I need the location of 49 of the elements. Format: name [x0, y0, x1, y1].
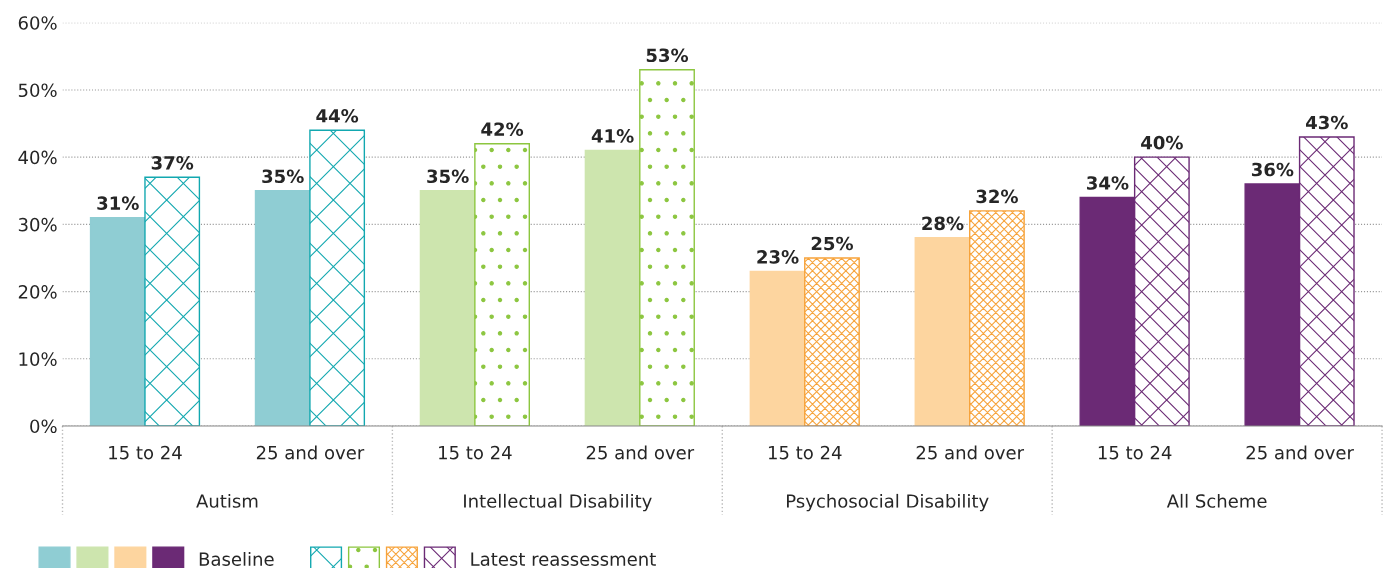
text: Psychosocial Disability	[787, 493, 989, 512]
text: 23%	[757, 250, 799, 264]
text: 35%	[262, 169, 304, 184]
bar	[804, 257, 860, 426]
y-tick-label: 20%	[18, 285, 57, 299]
text: 44%	[316, 108, 359, 123]
x-tick-label: 15 to 24	[1098, 445, 1172, 460]
bar	[639, 69, 695, 426]
text: 31%	[97, 196, 139, 210]
text: Autism	[196, 493, 258, 508]
bar	[144, 176, 201, 426]
legend-label: Baseline	[199, 551, 274, 566]
bar	[584, 149, 641, 426]
bar	[969, 210, 1025, 426]
y-tick-label: 10%	[19, 352, 57, 366]
text: 35%	[427, 169, 469, 184]
x-tick-label: 15 to 24	[768, 445, 842, 460]
y-tick-label: 0%	[30, 419, 57, 434]
bar	[749, 270, 806, 426]
text: 37%	[151, 155, 194, 170]
x-tick-label: 25 and over	[916, 445, 1025, 460]
text: 40%	[1141, 135, 1183, 150]
y-tick-label: 60%	[18, 16, 57, 30]
x-tick-label: 25 and over	[586, 445, 695, 460]
text: 28%	[922, 216, 964, 231]
text: 25%	[811, 236, 853, 251]
bar	[254, 190, 311, 426]
text: 42%	[481, 122, 524, 137]
y-tick-label: 50%	[18, 83, 57, 98]
x-tick-label: 15 to 24	[439, 445, 512, 460]
bar	[89, 216, 146, 426]
y-tick-label: 30%	[18, 217, 57, 232]
text: 34%	[1087, 176, 1129, 190]
text: 43%	[1306, 115, 1348, 130]
bar	[914, 237, 971, 426]
legend-label: Latest reassessment	[471, 552, 656, 566]
text: 53%	[646, 48, 689, 63]
x-tick-label: 15 to 24	[109, 445, 182, 460]
bar	[309, 129, 366, 426]
bar	[419, 190, 476, 426]
x-tick-label: 25 and over	[1246, 445, 1354, 460]
x-tick-label: 25 and over	[256, 445, 365, 460]
text: 36%	[1251, 162, 1294, 177]
text: All Scheme	[1166, 493, 1267, 508]
text: Intellectual Disability	[464, 493, 652, 512]
text: 41%	[591, 129, 634, 143]
bar	[474, 143, 530, 426]
text: 32%	[976, 189, 1018, 204]
y-tick-label: 40%	[18, 150, 57, 165]
